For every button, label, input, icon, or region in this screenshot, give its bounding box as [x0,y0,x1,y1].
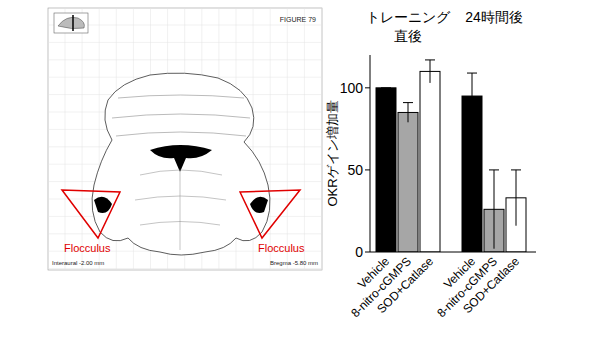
x-axis [370,252,536,253]
figure-label: FIGURE 79 [280,16,316,23]
error-cap [403,102,413,103]
bar-label: SOD+Catlase [374,254,436,316]
y-tick [365,87,370,88]
atlas-grid [48,268,322,269]
atlas-inset-brain [58,17,84,28]
atlas-grid [65,8,66,270]
cerebellum-folia [112,95,250,136]
error-bar [467,73,477,119]
atlas-frame [48,8,322,270]
brainstem-lines [135,170,226,250]
atlas-grid [48,25,322,26]
atlas: Flocculus Flocculus FIGURE 79 Interaural -2… [48,8,322,270]
y-axis [370,55,371,252]
flocculus-label: Flocculus [258,242,305,254]
y-tick-label: 100 [340,80,364,96]
error-bar [489,170,499,249]
error-line [494,170,495,249]
error-line [472,73,473,119]
bar [376,88,396,252]
flocculus-marker [240,190,300,238]
bregma-label: Bregma -5.80 mm [270,260,318,266]
atlas-grid [304,8,305,270]
error-line [516,170,517,226]
bar [398,112,418,252]
error-line [430,60,431,83]
group-header-line: 24時間後 [465,9,523,25]
error-cap [467,73,477,74]
y-tick-label: 0 [355,244,363,260]
chart: 050100OKRゲイン増加量Vehicle8-nitro-cGMPSSOD+C… [325,9,536,320]
atlas-grid [321,8,322,270]
error-cap [425,59,435,60]
ventricle [150,145,212,172]
y-tick [365,252,370,253]
group-header-line: 直後 [394,28,422,44]
flocculus-left [94,197,112,213]
error-cap [381,87,391,88]
atlas-grid [270,8,271,270]
atlas-inset [54,13,88,33]
atlas-grid [287,8,288,270]
error-bar [403,103,413,123]
group-header: トレーニング直後 [366,9,451,44]
error-bar [425,60,435,83]
y-axis-title: OKRゲイン増加量 [325,100,340,206]
atlas-inset-cut [72,15,74,31]
bar-label: SOD+Catlase [460,254,522,316]
flocculus-label: Flocculus [64,242,111,254]
flocculus-marker [62,190,120,238]
atlas-grid [48,42,322,43]
figure: Flocculus Flocculus FIGURE 79 Interaural -2… [0,0,596,338]
group-header-line: トレーニング [366,9,451,25]
atlas-grid [48,59,322,60]
error-cap [511,169,521,170]
flocculus-right [250,197,268,213]
marks [376,60,526,252]
atlas-grid [82,8,83,270]
interaural-label: Interaural -2.00 mm [52,260,104,266]
error-bar [381,87,391,88]
brain-outline [92,73,270,255]
error-cap [489,169,499,170]
bar [420,71,440,252]
error-bar [511,170,521,226]
bar [462,96,482,252]
y-tick-label: 50 [347,162,363,178]
group-header: 24時間後 [465,9,523,25]
error-line [408,103,409,123]
y-tick [365,169,370,170]
